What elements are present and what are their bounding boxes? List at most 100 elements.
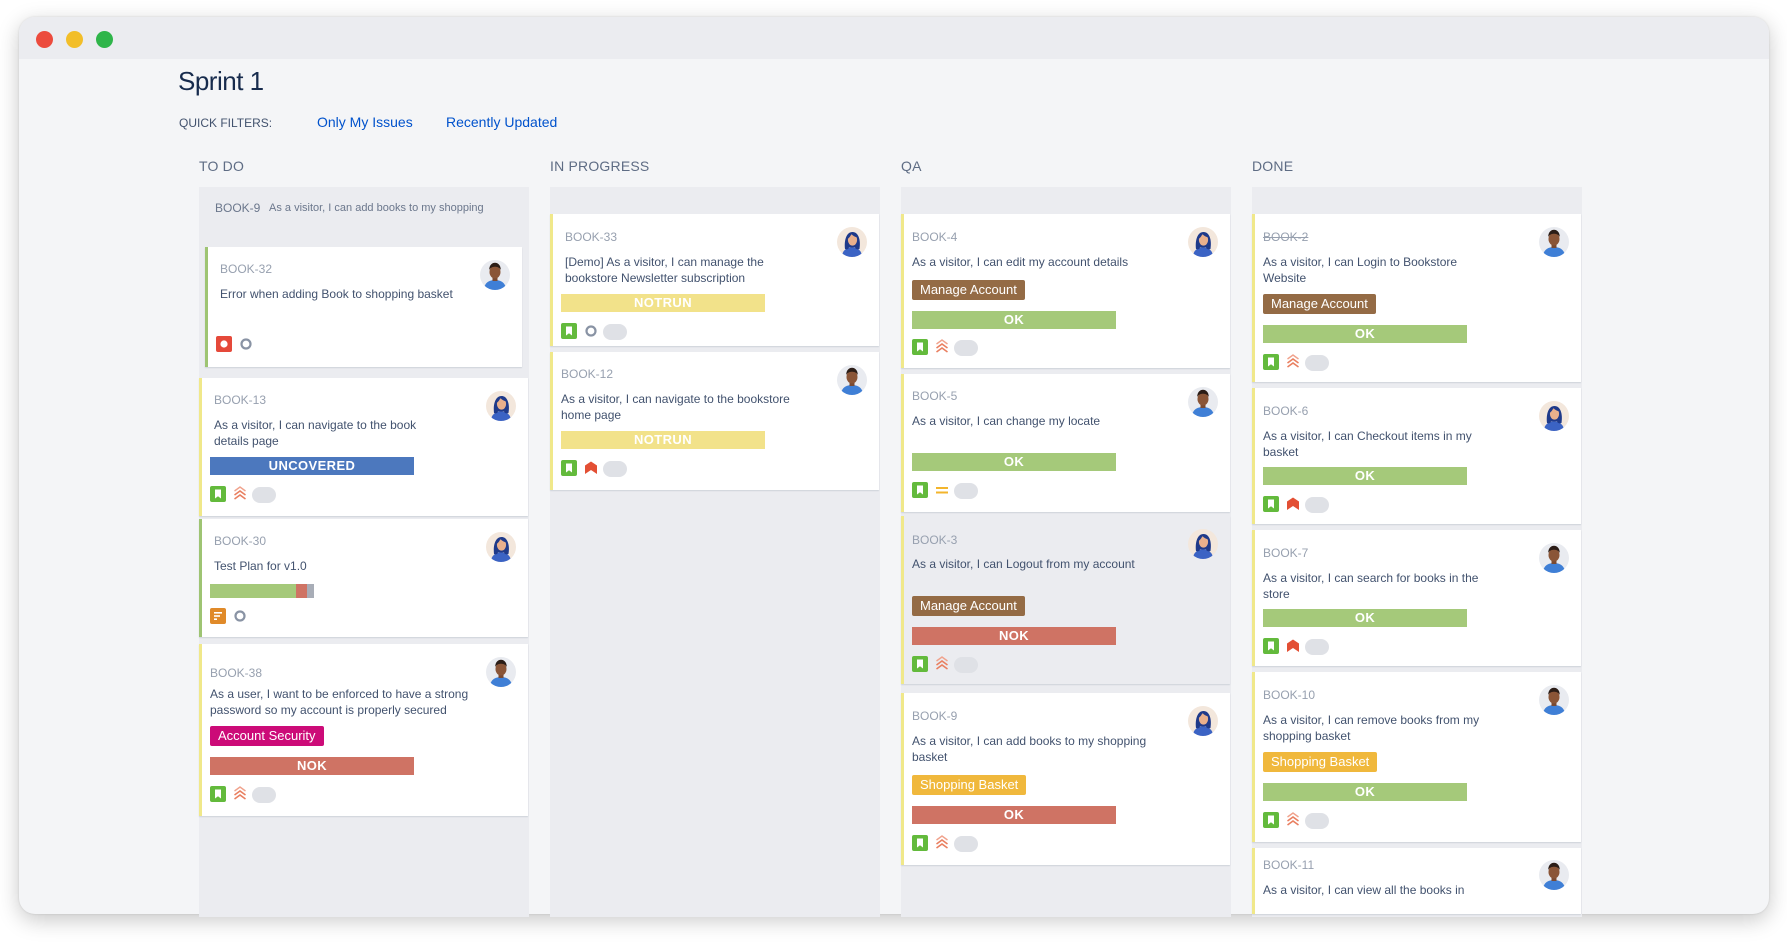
priority-highest-icon (583, 460, 599, 476)
male-avatar (1539, 543, 1569, 573)
male-avatar (1539, 860, 1569, 890)
female-avatar (1188, 529, 1218, 559)
issue-summary: Error when adding Book to shopping baske… (220, 287, 453, 301)
issue-summary: [Demo] As a visitor, I can manage the bo… (565, 255, 764, 285)
parent-issue-key: BOOK-9 (215, 201, 261, 215)
issue-summary: As a visitor, I can Checkout items in my… (1263, 429, 1472, 459)
female-avatar (1539, 401, 1569, 431)
issue-card[interactable]: BOOK-38 As a user, I want to be enforced… (199, 644, 528, 816)
issue-summary: As a visitor, I can navigate to the book… (214, 418, 417, 448)
male-avatar (837, 365, 867, 395)
maximize-window-button[interactable] (96, 31, 113, 48)
male-avatar (1539, 685, 1569, 715)
issue-card[interactable]: BOOK-2 As a visitor, I can Login to Book… (1252, 214, 1581, 382)
toggle-switch[interactable] (603, 324, 627, 340)
priority-highest-icon (1285, 638, 1301, 654)
priority-high-icon (934, 835, 950, 851)
parent-issue-row[interactable]: BOOK-9 As a visitor, I can add books to … (199, 196, 529, 216)
issue-card[interactable]: BOOK-5 As a visitor, I can change my loc… (901, 374, 1230, 512)
status-circle-icon (238, 336, 254, 352)
test-status-bar: NOK (912, 627, 1116, 645)
test-status-bar: NOTRUN (561, 294, 765, 312)
story-icon (912, 482, 928, 498)
priority-high-icon (934, 656, 950, 672)
priority-medium-icon (934, 482, 950, 498)
epic-label[interactable]: Manage Account (912, 596, 1025, 616)
story-icon (1263, 496, 1279, 512)
epic-label[interactable]: Shopping Basket (912, 775, 1027, 795)
issue-card[interactable]: BOOK-30 Test Plan for v1.0 (199, 519, 528, 637)
issue-card[interactable]: BOOK-12 As a visitor, I can navigate to … (550, 352, 879, 490)
story-icon (1263, 354, 1279, 370)
toggle-switch[interactable] (954, 836, 978, 852)
column-header-in-progress: IN PROGRESS (550, 158, 650, 174)
priority-high-icon (1285, 354, 1301, 370)
toggle-switch[interactable] (252, 487, 276, 503)
issue-key: BOOK-32 (220, 262, 273, 276)
female-avatar (837, 227, 867, 257)
filter-only-my-issues[interactable]: Only My Issues (317, 114, 413, 130)
issue-summary: As a visitor, I can Login to Bookstore W… (1263, 255, 1458, 285)
epic-label[interactable]: Manage Account (912, 280, 1025, 300)
parent-issue-summary: As a visitor, I can add books to my shop… (269, 202, 484, 214)
story-icon (561, 460, 577, 476)
test-status-bar: OK (912, 806, 1116, 824)
issue-key: BOOK-38 (210, 666, 263, 680)
epic-label[interactable]: Account Security (210, 726, 324, 746)
issue-key: BOOK-7 (1263, 546, 1309, 560)
issue-card[interactable]: BOOK-7 As a visitor, I can search for bo… (1252, 530, 1581, 666)
bug-icon (216, 336, 232, 352)
story-icon (1263, 638, 1279, 654)
minimize-window-button[interactable] (66, 31, 83, 48)
story-icon (210, 786, 226, 802)
toggle-switch[interactable] (954, 657, 978, 673)
issue-card[interactable]: BOOK-4 As a visitor, I can edit my accou… (901, 214, 1230, 368)
epic-label[interactable]: Shopping Basket (1263, 752, 1378, 772)
priority-highest-icon (1285, 496, 1301, 512)
toggle-switch[interactable] (1305, 355, 1329, 371)
test-status-bar: OK (1263, 325, 1467, 343)
story-icon (912, 656, 928, 672)
issue-card[interactable]: BOOK-3 As a visitor, I can Logout from m… (901, 516, 1230, 684)
test-plan-progress-bar (210, 584, 314, 598)
toggle-switch[interactable] (1305, 813, 1329, 829)
issue-key: BOOK-4 (912, 230, 958, 244)
issue-card[interactable]: BOOK-13 As a visitor, I can navigate to … (199, 378, 528, 516)
test-status-bar: OK (1263, 783, 1467, 801)
close-window-button[interactable] (36, 31, 53, 48)
filter-recently-updated[interactable]: Recently Updated (446, 114, 558, 130)
female-avatar (486, 391, 516, 421)
issue-summary: As a visitor, I can view all the books i… (1263, 883, 1465, 897)
issue-card[interactable]: BOOK-9 As a visitor, I can add books to … (901, 693, 1230, 865)
issue-key: BOOK-13 (214, 393, 267, 407)
test-status-bar: OK (912, 453, 1116, 471)
priority-high-icon (232, 486, 248, 502)
issue-card[interactable]: BOOK-6 As a visitor, I can Checkout item… (1252, 388, 1581, 524)
issue-summary: As a user, I want to be enforced to have… (210, 687, 469, 717)
story-icon (561, 323, 577, 339)
priority-high-icon (232, 786, 248, 802)
issue-key: BOOK-3 (912, 533, 958, 547)
test-status-bar: NOTRUN (561, 431, 765, 449)
toggle-switch[interactable] (1305, 497, 1329, 513)
toggle-switch[interactable] (954, 340, 978, 356)
issue-card[interactable]: BOOK-33 [Demo] As a visitor, I can manag… (550, 214, 879, 346)
toggle-switch[interactable] (1305, 639, 1329, 655)
story-icon (912, 835, 928, 851)
column-header-done: DONE (1252, 158, 1294, 174)
issue-card[interactable]: BOOK-32 Error when adding Book to shoppi… (205, 247, 522, 367)
toggle-switch[interactable] (603, 461, 627, 477)
issue-summary: As a visitor, I can Logout from my accou… (912, 557, 1135, 571)
issue-key: BOOK-11 (1263, 858, 1315, 872)
male-avatar (1539, 227, 1569, 257)
test-plan-icon (210, 608, 226, 624)
issue-key: BOOK-5 (912, 389, 958, 403)
issue-key: BOOK-2 (1263, 230, 1309, 244)
epic-label[interactable]: Manage Account (1263, 294, 1376, 314)
issue-summary: Test Plan for v1.0 (214, 559, 307, 573)
issue-card[interactable]: BOOK-11 As a visitor, I can view all the… (1252, 848, 1581, 914)
toggle-switch[interactable] (252, 787, 276, 803)
issue-card[interactable]: BOOK-10 As a visitor, I can remove books… (1252, 672, 1581, 842)
status-circle-icon (232, 608, 248, 624)
toggle-switch[interactable] (954, 483, 978, 499)
